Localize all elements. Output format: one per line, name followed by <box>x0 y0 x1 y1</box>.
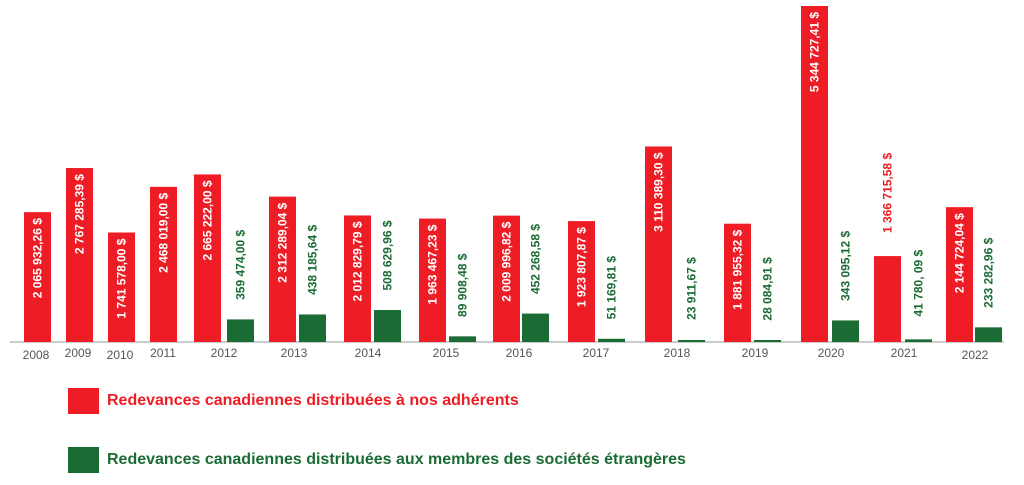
bar-foreign-2020 <box>832 320 859 342</box>
bar-adherents-2012-label: 2 665 222,00 $ <box>201 180 215 260</box>
bar-adherents-2021-label: 1 366 715,58 $ <box>881 153 895 233</box>
bar-adherents-2009 <box>66 168 93 342</box>
bar-foreign-2017-label: 51 169,81 $ <box>605 256 619 320</box>
bar-foreign-2016 <box>522 313 549 342</box>
bar-foreign-2013-label: 438 185,64 $ <box>306 225 320 295</box>
x-tick-2021: 2021 <box>891 346 918 360</box>
bar-adherents-2010-label: 1 741 578,00 $ <box>115 238 129 318</box>
bar-adherents-2011-label: 2 468 019,00 $ <box>157 193 171 273</box>
bar-foreign-2020-label: 343 095,12 $ <box>839 231 853 301</box>
bar-adherents-2020 <box>801 6 828 342</box>
bar-foreign-2019 <box>754 340 781 342</box>
x-tick-2013: 2013 <box>281 346 308 360</box>
bar-foreign-2015 <box>449 336 476 342</box>
bar-adherents-2021 <box>874 256 901 342</box>
bar-adherents-2017 <box>568 221 595 342</box>
legend-swatch-green <box>68 447 99 473</box>
legend-label-adherents: Redevances canadiennes distribuées à nos… <box>107 392 519 409</box>
x-tick-2017: 2017 <box>583 346 610 360</box>
bar-adherents-2022 <box>946 207 973 342</box>
bar-adherents-2015 <box>419 218 446 342</box>
bar-foreign-2014-label: 508 629,96 $ <box>381 220 395 290</box>
bar-adherents-2014 <box>344 215 371 342</box>
legend-swatch-red <box>68 388 99 414</box>
legend-label-foreign: Redevances canadiennes distribuées aux m… <box>107 451 686 468</box>
data-labels-group: 2 065 932,26 $ 2 767 285,39 $ 1 741 578,00… <box>31 12 996 321</box>
legend-item-adherents: Redevances canadiennes distribuées à nos… <box>68 388 519 414</box>
bar-adherents-2012 <box>194 174 221 342</box>
bar-adherents-2020-label: 5 344 727,41 $ <box>808 12 822 92</box>
bar-adherents-2013 <box>269 196 296 342</box>
bar-adherents-2011 <box>150 186 177 342</box>
bar-foreign-2022-label: 233 282,96 $ <box>982 237 996 307</box>
bar-adherents-2016 <box>493 215 520 342</box>
x-tick-2011: 2011 <box>150 346 176 360</box>
x-tick-2019: 2019 <box>742 346 769 360</box>
x-tick-2020: 2020 <box>818 346 845 360</box>
bar-foreign-2022 <box>975 327 1002 342</box>
bar-adherents-2022-label: 2 144 724,04 $ <box>953 213 967 293</box>
bar-adherents-2018 <box>645 146 672 342</box>
x-tick-2014: 2014 <box>355 346 382 360</box>
bar-foreign-2021-label: 41 780, 09 $ <box>912 249 926 316</box>
bar-adherents-2014-label: 2 012 829,79 $ <box>351 221 365 301</box>
x-tick-2009: 2009 <box>65 346 92 360</box>
bar-foreign-2013 <box>299 314 326 342</box>
bar-chart: 2 065 932,26 $ 2 767 285,39 $ 1 741 578,00… <box>10 6 1004 362</box>
bar-foreign-2019-label: 28 084,91 $ <box>761 257 775 321</box>
bar-adherents-2015-label: 1 963 467,23 $ <box>426 224 440 304</box>
bars-group <box>24 6 1002 342</box>
bar-foreign-2012-label: 359 474,00 $ <box>234 229 248 299</box>
bar-foreign-2021 <box>905 339 932 342</box>
legend-item-foreign: Redevances canadiennes distribuées aux m… <box>68 447 686 473</box>
bar-adherents-2016-label: 2 009 996,82 $ <box>500 221 514 301</box>
bar-foreign-2018 <box>678 340 705 342</box>
x-tick-labels-group: 2008 2009 2010 2011 2012 2013 2014 2015 2016 2017… <box>23 346 989 362</box>
x-tick-2008: 2008 <box>23 348 50 362</box>
bar-adherents-2010 <box>108 232 135 342</box>
bar-adherents-2008 <box>24 212 51 342</box>
bar-foreign-2014 <box>374 310 401 342</box>
x-tick-2018: 2018 <box>664 346 691 360</box>
bar-adherents-2019-label: 1 881 955,32 $ <box>731 229 745 309</box>
bar-adherents-2018-label: 3 110 389,30 $ <box>652 152 666 232</box>
bar-foreign-2016-label: 452 268,58 $ <box>529 224 543 294</box>
x-tick-2022: 2022 <box>962 348 989 362</box>
bar-foreign-2018-label: 23 911,67 $ <box>685 257 699 320</box>
bar-adherents-2017-label: 1 923 807,87 $ <box>575 227 589 307</box>
x-tick-2010: 2010 <box>107 348 134 362</box>
bar-adherents-2008-label: 2 065 932,26 $ <box>31 218 45 298</box>
bar-adherents-2013-label: 2 312 289,04 $ <box>276 202 290 282</box>
bar-adherents-2009-label: 2 767 285,39 $ <box>73 174 87 254</box>
bar-foreign-2017 <box>598 338 625 342</box>
x-tick-2016: 2016 <box>506 346 533 360</box>
bar-foreign-2015-label: 89 908,48 $ <box>456 253 470 317</box>
bar-adherents-2019 <box>724 223 751 342</box>
x-tick-2012: 2012 <box>211 346 238 360</box>
bar-foreign-2012 <box>227 319 254 342</box>
x-tick-2015: 2015 <box>433 346 460 360</box>
